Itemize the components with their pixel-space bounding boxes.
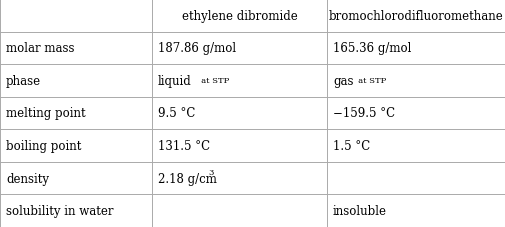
Text: at STP: at STP [195,77,229,85]
Text: density: density [6,172,49,185]
Text: 131.5 °C: 131.5 °C [158,139,210,152]
Text: at STP: at STP [352,77,385,85]
Text: gas: gas [332,75,353,88]
Text: 3: 3 [208,168,213,177]
Text: 165.36 g/mol: 165.36 g/mol [332,42,411,55]
Text: liquid: liquid [158,75,191,88]
Text: phase: phase [6,75,41,88]
Text: insoluble: insoluble [332,204,386,217]
Text: bromochlorodifluoromethane: bromochlorodifluoromethane [328,10,503,23]
Text: −159.5 °C: −159.5 °C [332,107,394,120]
Text: boiling point: boiling point [6,139,81,152]
Text: 1.5 °C: 1.5 °C [332,139,370,152]
Text: solubility in water: solubility in water [6,204,113,217]
Text: ethylene dibromide: ethylene dibromide [181,10,297,23]
Text: 187.86 g/mol: 187.86 g/mol [158,42,236,55]
Text: melting point: melting point [6,107,85,120]
Text: 9.5 °C: 9.5 °C [158,107,195,120]
Text: molar mass: molar mass [6,42,74,55]
Text: 2.18 g/cm: 2.18 g/cm [158,172,217,185]
